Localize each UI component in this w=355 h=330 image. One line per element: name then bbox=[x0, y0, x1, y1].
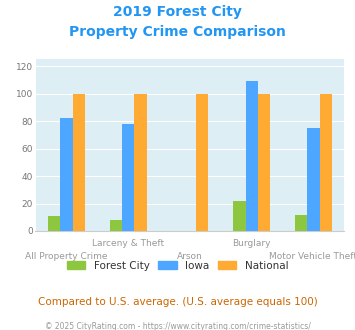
Bar bbox=[110, 220, 122, 231]
Text: Compared to U.S. average. (U.S. average equals 100): Compared to U.S. average. (U.S. average … bbox=[38, 297, 317, 307]
Text: Property Crime Comparison: Property Crime Comparison bbox=[69, 25, 286, 39]
Legend: Forest City, Iowa, National: Forest City, Iowa, National bbox=[64, 257, 291, 274]
Bar bbox=[48, 216, 60, 231]
Text: 2019 Forest City: 2019 Forest City bbox=[113, 5, 242, 19]
Bar bbox=[233, 201, 246, 231]
Bar bbox=[134, 94, 147, 231]
Text: Motor Vehicle Theft: Motor Vehicle Theft bbox=[269, 252, 355, 261]
Bar bbox=[60, 118, 72, 231]
Bar bbox=[320, 94, 332, 231]
Text: Arson: Arson bbox=[177, 252, 203, 261]
Bar bbox=[196, 94, 208, 231]
Text: Burglary: Burglary bbox=[233, 239, 271, 248]
Bar bbox=[307, 128, 320, 231]
Bar bbox=[246, 82, 258, 231]
Text: © 2025 CityRating.com - https://www.cityrating.com/crime-statistics/: © 2025 CityRating.com - https://www.city… bbox=[45, 322, 310, 330]
Bar bbox=[122, 124, 134, 231]
Text: All Property Crime: All Property Crime bbox=[25, 252, 108, 261]
Bar bbox=[258, 94, 270, 231]
Bar bbox=[72, 94, 85, 231]
Bar bbox=[295, 214, 307, 231]
Text: Larceny & Theft: Larceny & Theft bbox=[92, 239, 164, 248]
